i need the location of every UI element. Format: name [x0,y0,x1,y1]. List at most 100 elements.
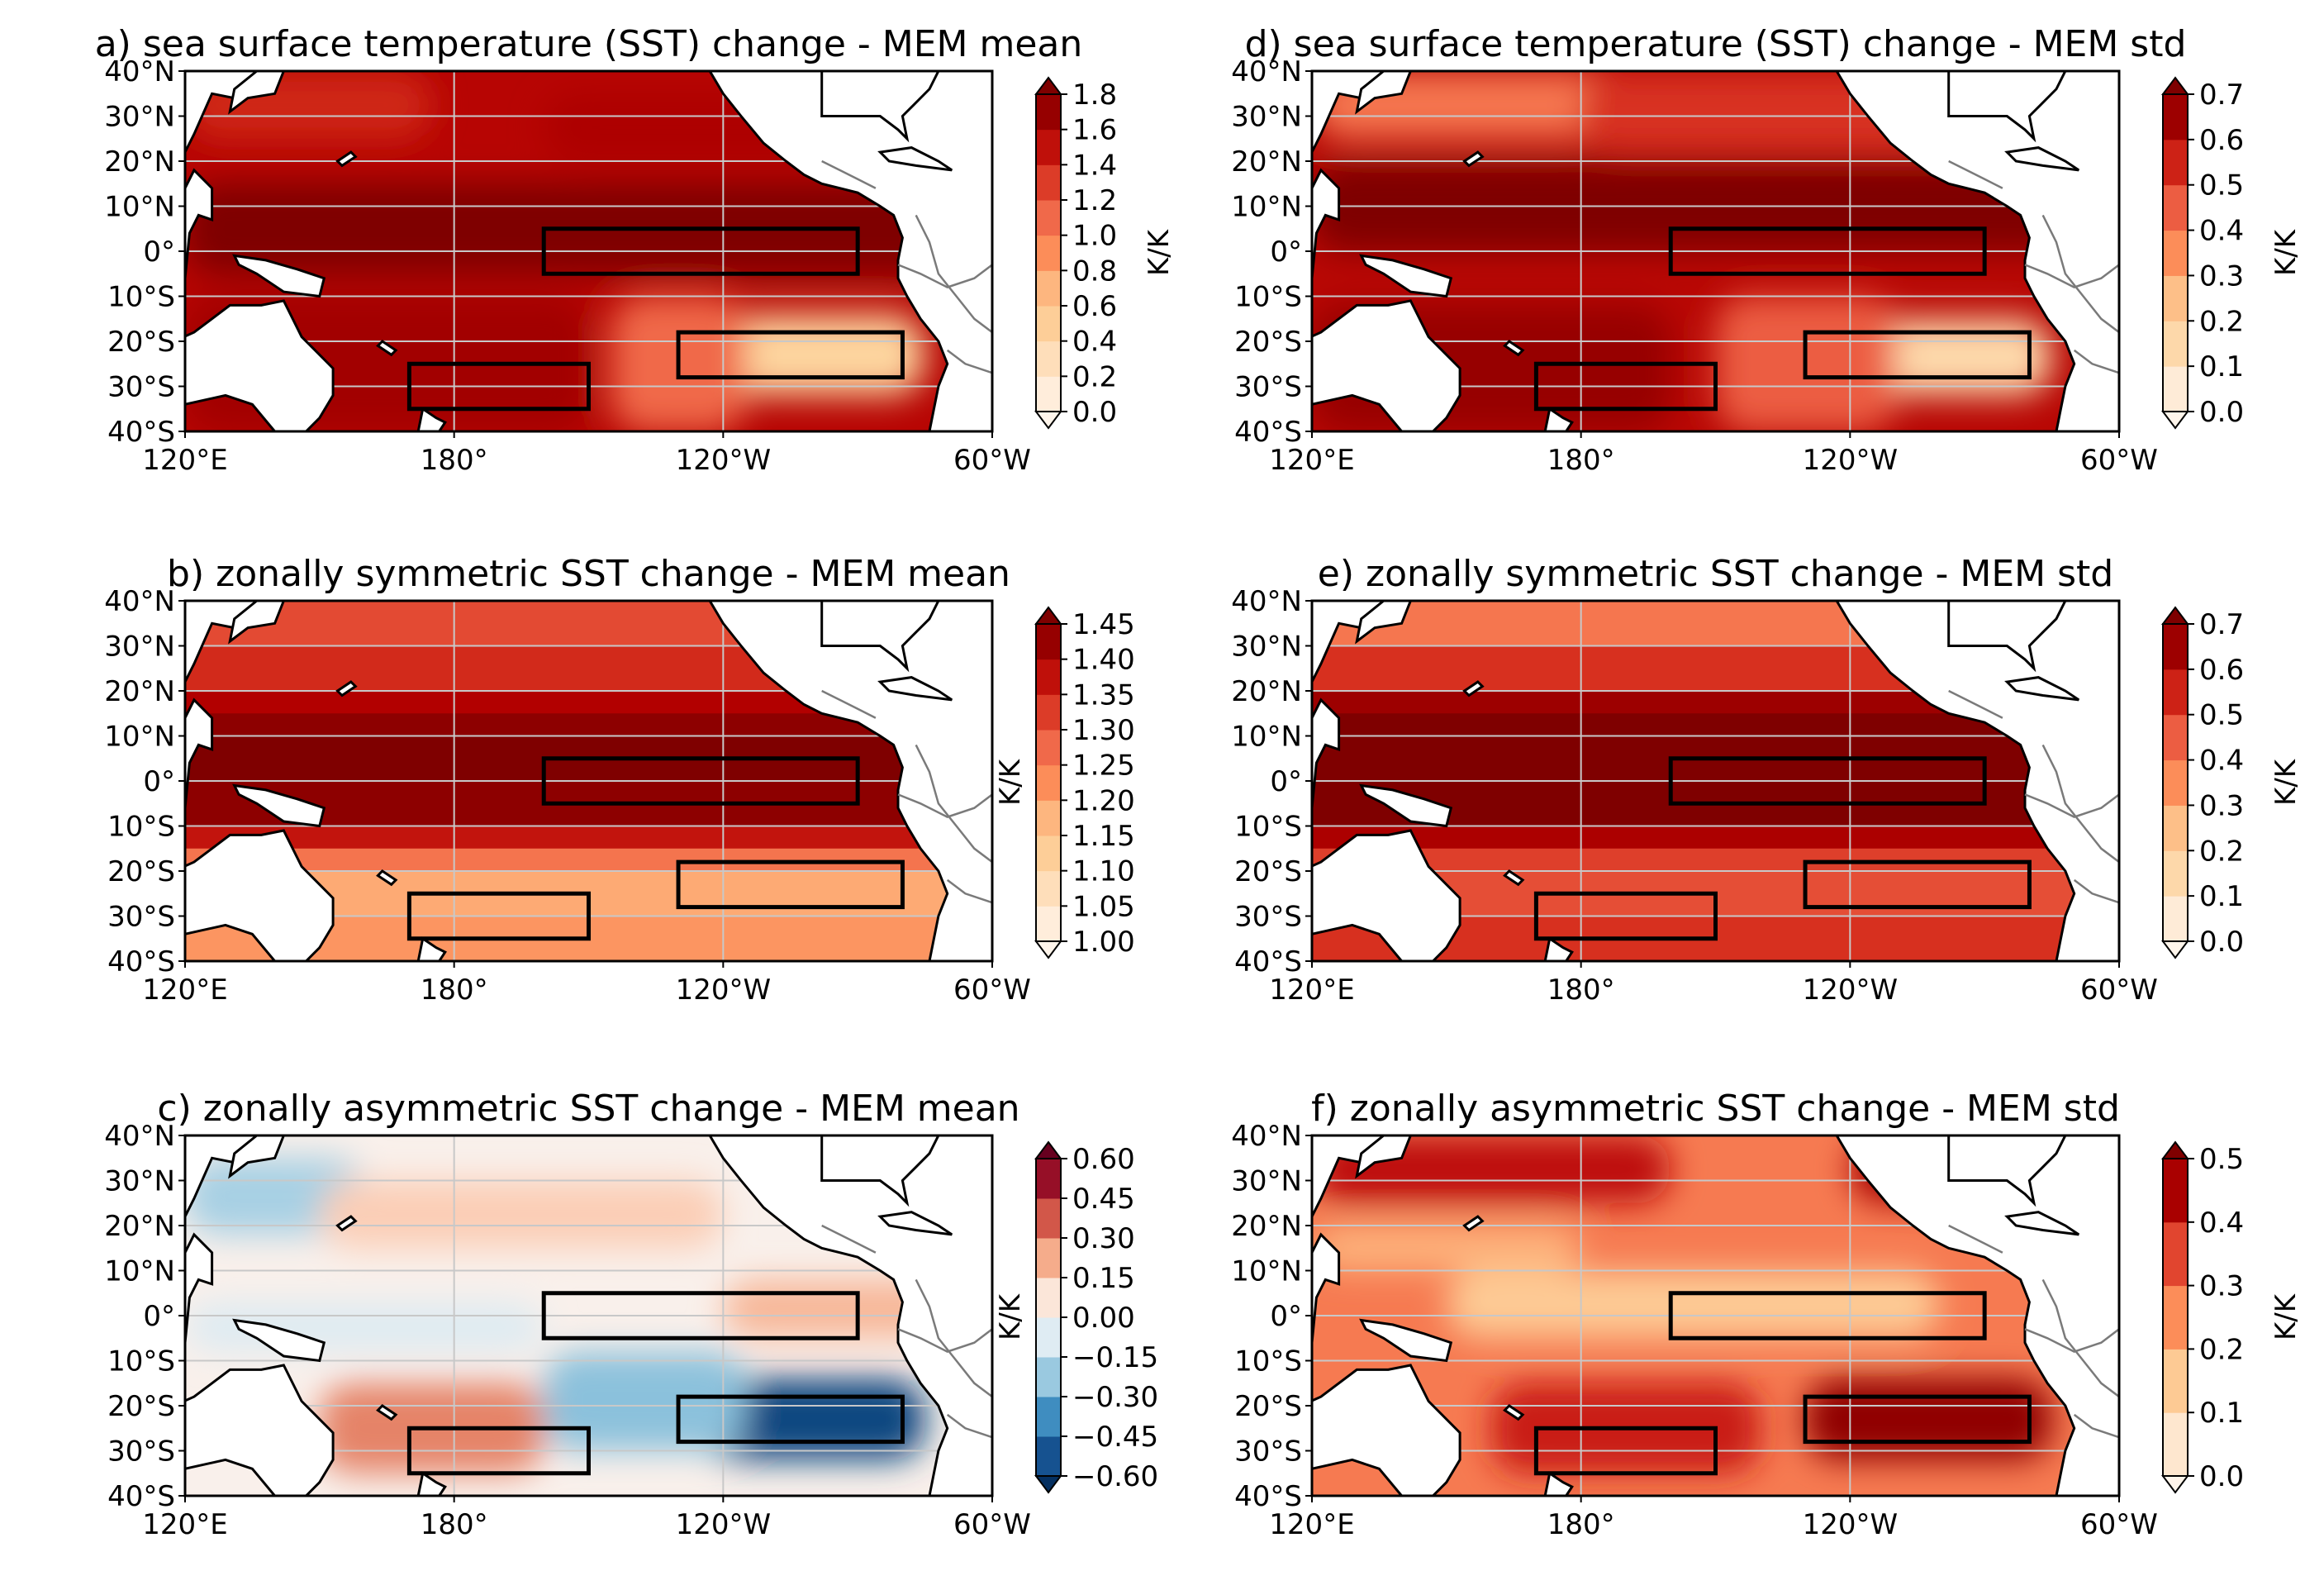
y-tick-label: 40°S [107,945,175,978]
landmass-new-zealand-n [1543,936,1574,961]
sst-field [1312,71,2119,431]
landmass-japan [228,601,286,645]
y-tick-label: 30°N [104,631,175,664]
colorbar-tick-label: 0.5 [2199,169,2244,202]
colorbar-label: K/K [1143,228,1176,276]
landmass-florida-gulf [820,601,940,673]
colorbar-tick-label: 0.6 [1072,290,1117,323]
landmass-hawaii [1462,1215,1485,1232]
landmass-new-zealand-n [1543,1471,1574,1496]
y-tick-label: 40°S [1234,1480,1302,1513]
colorbar-tick-label: 1.2 [1072,184,1117,217]
colorbar-tick-label: 0.2 [2199,305,2244,338]
colorbar-tick-label: 0.1 [2199,1397,2244,1430]
colorbar-segment [1036,200,1061,236]
southwest-pacific-box [406,1426,591,1476]
southeast-pacific-box [676,859,905,910]
y-tick-label: 20°S [107,1390,175,1423]
panel-c: c) zonally asymmetric SST change - MEM m… [104,1088,1158,1541]
field-anomaly [701,1378,925,1460]
colorbar: 0.0 0.1 0.2 0.3 0.4 0.5 K/K [2161,1140,2303,1494]
y-tick-label: 20°N [1231,1210,1302,1243]
colorbar-tick-label: 0.5 [2199,699,2244,732]
colorbar-tick-label: 0.5 [2199,1143,2244,1176]
x-tick-label: 120°E [142,974,227,1007]
landmass-caribbean [2004,146,2080,172]
colorbar-segment [1036,129,1061,165]
sst-field [1312,1135,2119,1496]
colorbar-tick-label: −0.30 [1072,1381,1158,1414]
zonal-band [1312,826,2119,850]
y-tick-label: 10°N [1231,191,1302,224]
country-border [915,1278,992,1398]
colorbar: 1.001.051.101.151.201.251.301.351.401.45… [994,606,1135,959]
colorbar-segment [1036,1317,1061,1358]
landmass-new-zealand-n [416,936,447,961]
sst-field [1312,601,2119,961]
landmass-australia [185,299,335,431]
panel-f: f) zonally asymmetric SST change - MEM s… [1231,1088,2303,1541]
country-border [2073,349,2119,374]
colorbar-segment [1036,1357,1061,1397]
y-tick-label: 0° [143,1300,175,1333]
y-tick-label: 20°N [104,145,175,179]
y-tick-label: 20°N [104,1210,175,1243]
y-tick-label: 30°N [1231,631,1302,664]
landmass-borneo-philippines [1312,168,1341,278]
y-tick-label: 30°S [107,901,175,934]
landmass-new-guinea [1359,1318,1453,1363]
colorbar-segment [2163,1285,2188,1350]
colorbar-tick-label: 0.0 [1072,396,1117,429]
y-tick-label: 40°N [104,1120,175,1153]
field-anomaly [544,1351,746,1451]
southeast-pacific-box [1803,859,2032,910]
colorbar-tick-label: 0.4 [2199,215,2244,248]
colorbar-tick-label: 0.1 [2199,880,2244,913]
landmass-borneo-philippines [185,168,214,278]
panel-b: b) zonally symmetric SST change - MEM me… [104,553,1134,1007]
colorbar-segment [2163,714,2188,761]
colorbar-segment [1036,870,1061,907]
landmass-australia [1312,829,1461,961]
colorbar-segment [1036,94,1061,131]
colorbar-extend-max [1034,76,1062,95]
landmass-new-guinea [232,783,326,828]
colorbar-frame [2162,93,2189,412]
y-tick-label: 0° [1270,1300,1302,1333]
landmass-australia [185,829,335,961]
colorbar-segment [1036,1397,1061,1437]
landmass-new-guinea [1359,254,1453,298]
colorbar-label: K/K [994,758,1027,806]
colorbar-tick-label: −0.45 [1072,1421,1158,1454]
colorbar-segment [2163,669,2188,716]
y-tick-label: 40°S [1234,416,1302,449]
landmass-australia [1312,1364,1461,1496]
equatorial-east-box [541,756,860,806]
x-tick-label: 60°W [953,444,1031,477]
panel-title: f) zonally asymmetric SST change - MEM s… [1311,1088,2120,1130]
equatorial-east-box [541,226,860,276]
southwest-pacific-box [1533,1426,1718,1476]
country-border [946,878,992,904]
y-tick-label: 0° [1270,236,1302,269]
panel-e: e) zonally symmetric SST change - MEM st… [1231,553,2303,1007]
y-tick-label: 10°S [107,281,175,314]
colorbar-tick-label: 0.4 [2199,745,2244,778]
equatorial-east-box [1668,226,1987,276]
colorbar-frame [1035,93,1062,412]
equatorial-east-box [1668,756,1987,806]
country-border [2024,264,2119,288]
country-border [946,349,992,374]
colorbar-tick-label: 0.3 [2199,259,2244,293]
southwest-pacific-box [1533,361,1718,412]
country-border [2041,214,2119,334]
x-tick-label: 180° [1547,974,1615,1007]
colorbar-segment [1036,800,1061,836]
x-tick-label: 120°W [1803,974,1899,1007]
landmass-australia [185,1364,335,1496]
colorbar-tick-label: 1.00 [1072,926,1135,959]
landmass-australia [1312,299,1461,431]
colorbar-segment [1036,906,1061,942]
landmass-new-caledonia [376,340,398,357]
